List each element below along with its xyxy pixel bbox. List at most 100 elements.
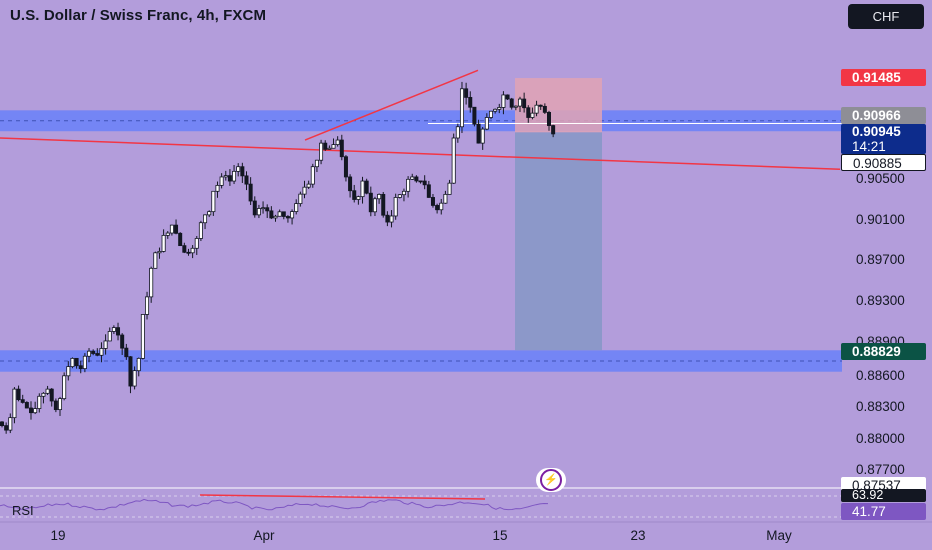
candle-body: [236, 166, 241, 172]
candle-body: [120, 334, 125, 349]
candle-body: [339, 139, 344, 158]
candle-body: [4, 425, 9, 431]
candle-body: [194, 238, 199, 249]
rsi-layer: [0, 487, 932, 523]
price-tick: 0.88300: [856, 399, 905, 414]
candle-body: [203, 214, 208, 224]
candle-body: [12, 388, 17, 419]
time-tick: 19: [50, 528, 66, 543]
candle-body: [277, 211, 282, 217]
candle-body: [323, 142, 328, 150]
candle-body: [252, 200, 257, 216]
candle-body: [542, 105, 547, 113]
candle-body: [547, 111, 552, 126]
candle-body: [169, 224, 174, 234]
candle-body: [488, 110, 493, 118]
candle-body: [41, 392, 46, 397]
candle-body: [368, 192, 373, 213]
candle-body: [360, 180, 365, 198]
zones-layer: [0, 110, 842, 372]
candle-body: [161, 234, 166, 252]
candle-body: [530, 112, 535, 118]
candle-body: [480, 128, 485, 144]
candle-body: [455, 126, 460, 139]
price-tick: 0.88000: [856, 431, 905, 446]
candle-body: [174, 224, 179, 234]
candle-body: [70, 357, 75, 368]
candle-body: [356, 196, 361, 200]
candle-body: [8, 417, 13, 431]
candle-body: [165, 232, 170, 236]
alert-button[interactable]: ⚡: [536, 468, 566, 492]
candle-body: [140, 314, 145, 359]
trendline: [0, 137, 841, 171]
candle-body: [37, 395, 42, 409]
candle-body: [331, 144, 336, 149]
candle-body: [393, 197, 398, 217]
candle-body: [232, 170, 237, 182]
rsi-level-badge: 63.92: [841, 489, 926, 502]
candle-body: [29, 407, 34, 414]
candle-body: [439, 202, 444, 211]
candle-body: [149, 267, 154, 298]
candle-body: [290, 211, 295, 219]
candle-body: [269, 210, 274, 219]
time-tick: 15: [492, 528, 508, 543]
candle-body: [99, 348, 104, 356]
candle-body: [343, 156, 348, 178]
candle-body: [145, 296, 150, 315]
candle-body: [273, 215, 278, 219]
candle-body: [327, 147, 332, 150]
candle-body: [281, 211, 286, 217]
candle-body: [190, 247, 195, 254]
candle-body: [397, 194, 402, 198]
candle-body: [182, 245, 187, 253]
candle-body: [385, 214, 390, 223]
zone-price-badge: 0.90966: [841, 107, 926, 124]
candle-body: [62, 375, 67, 400]
candle-body: [107, 331, 112, 342]
candle-body: [227, 175, 232, 182]
candle-body: [116, 327, 121, 336]
take-profit-area: [515, 132, 602, 351]
rsi-divergence-line: [199, 494, 486, 500]
candle-body: [45, 388, 50, 394]
candle-body: [418, 180, 423, 183]
price-tick: 0.89700: [856, 252, 905, 267]
candle-body: [244, 175, 249, 185]
chart-title: U.S. Dollar / Swiss Franc, 4h, FXCM: [10, 7, 267, 24]
candle-body: [377, 193, 382, 200]
candle-body: [219, 176, 224, 186]
last-price-value: 0.90945: [852, 124, 901, 139]
candle-body: [265, 207, 270, 212]
candle-body: [484, 117, 489, 130]
candle-body: [136, 357, 141, 372]
candle-body: [472, 106, 477, 125]
candle-body: [33, 408, 38, 414]
candle-body: [509, 98, 514, 108]
candle-body: [526, 107, 531, 118]
candle-body: [207, 211, 212, 216]
bar-countdown: 14:21: [852, 139, 886, 154]
candle-body: [459, 88, 464, 128]
currency-button[interactable]: CHF: [848, 4, 924, 29]
candle-body: [261, 207, 266, 210]
candle-body: [319, 142, 324, 161]
candle-body: [505, 94, 510, 100]
candle-body: [223, 175, 228, 178]
candle-body: [426, 184, 431, 198]
candle-body: [451, 137, 456, 184]
candle-body: [389, 215, 394, 223]
candle-body: [298, 193, 303, 205]
target-price-badge: 0.91485: [841, 69, 926, 86]
candle-body: [285, 216, 290, 219]
lightning-icon: ⚡: [540, 469, 562, 491]
candle-body: [294, 203, 299, 212]
candle-body: [132, 370, 137, 387]
candle-body: [0, 421, 4, 427]
rsi-value-badge: 41.77: [841, 503, 926, 520]
candle-body: [468, 96, 473, 108]
candle-body: [372, 198, 377, 213]
